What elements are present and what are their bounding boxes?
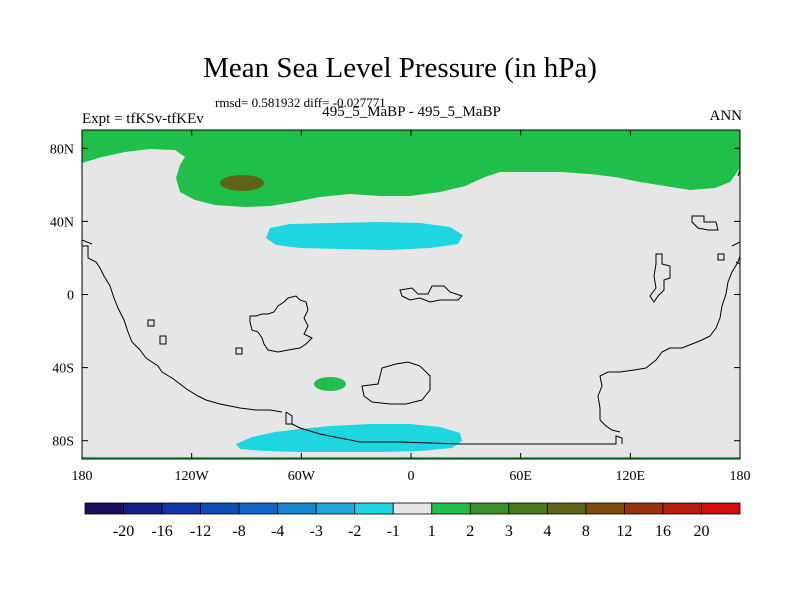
experiment-label: Expt = tfKSv-tfKEv: [82, 111, 204, 127]
colorbar-swatch: [392, 502, 433, 515]
lat-label: 0: [67, 289, 74, 304]
colorbar-swatch: [123, 502, 163, 515]
colorbar-label: 3: [505, 523, 513, 540]
colorbar-swatch: [200, 502, 240, 515]
coastlines: [82, 169, 740, 445]
lon-label: 120W: [175, 469, 210, 484]
lon-label: 0: [408, 469, 415, 484]
colorbar-label: -8: [232, 523, 245, 540]
green-south-spot: [314, 377, 346, 391]
colorbar-label: 8: [582, 523, 590, 540]
colorbar: [84, 502, 741, 515]
lon-label: 60E: [509, 469, 532, 484]
colorbar-swatch: [508, 502, 548, 515]
colorbar-label: -1: [387, 523, 400, 540]
longitude-axis: 180 120W 60W 0 60E 120E 180: [72, 469, 751, 484]
colorbar-label: -2: [348, 523, 361, 540]
colorbar-swatch: [84, 502, 124, 515]
colorbar-swatch: [624, 502, 664, 515]
colorbar-swatch: [161, 502, 201, 515]
colorbar-swatch: [585, 502, 625, 515]
colorbar-swatch: [701, 502, 741, 515]
colorbar-label: -12: [190, 523, 211, 540]
colorbar-labels: -20 -16 -12 -8 -4 -3 -2 -1 1 2 3 4 8 12 16 20: [113, 523, 710, 540]
cyan-south-region: [236, 424, 462, 452]
colorbar-swatch: [662, 502, 702, 515]
lon-label: 60W: [288, 469, 316, 484]
colorbar-label: 16: [655, 523, 671, 540]
axis-ticks: [81, 130, 741, 459]
cyan-north-region: [266, 222, 463, 250]
map-title: Mean Sea Level Pressure (in hPa): [203, 52, 597, 84]
colorbar-label: 1: [428, 523, 436, 540]
lon-label: 120E: [616, 469, 646, 484]
colorbar-swatch: [277, 502, 317, 515]
colorbar-swatch: [354, 502, 394, 515]
lon-label: 180: [730, 469, 751, 484]
colorbar-label: -16: [151, 523, 172, 540]
colorbar-label: -4: [271, 523, 284, 540]
colorbar-swatch: [431, 502, 471, 515]
lat-label: 80S: [52, 435, 74, 450]
season-label: ANN: [709, 108, 743, 124]
colorbar-label: -3: [310, 523, 323, 540]
lon-label: 180: [72, 469, 93, 484]
lat-label: 40S: [52, 362, 74, 377]
colorbar-swatch: [238, 502, 279, 515]
colorbar-label: 4: [543, 523, 551, 540]
lat-label: 80N: [50, 142, 74, 157]
colorbar-label: 2: [466, 523, 474, 540]
latitude-axis: 80N 40N 0 40S 80S: [50, 142, 74, 449]
colorbar-label: 12: [616, 523, 632, 540]
colorbar-swatch: [469, 502, 510, 515]
colorbar-swatch: [315, 502, 356, 515]
stats-label: rmsd= 0.581932 diff= -0.027771: [215, 95, 386, 110]
colorbar-swatch: [546, 502, 587, 515]
colorbar-label: 20: [693, 523, 709, 540]
comparison-label: 495_5_MaBP - 495_5_MaBP: [322, 104, 501, 120]
olive-high-spot: [220, 175, 264, 191]
lat-label: 40N: [50, 215, 74, 230]
colorbar-label: -20: [113, 523, 134, 540]
